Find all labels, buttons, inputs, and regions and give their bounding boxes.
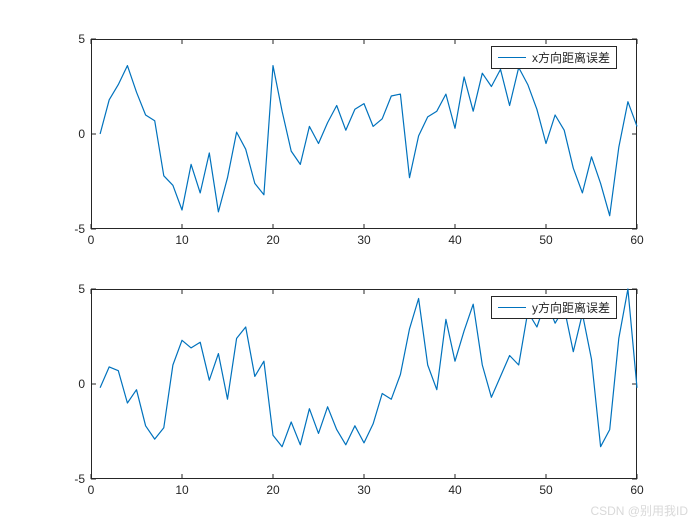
xtick-label: 0 <box>88 483 95 497</box>
xtick-label: 20 <box>266 483 279 497</box>
xtick-label: 40 <box>448 233 461 247</box>
ytick-label: 0 <box>78 127 85 141</box>
legend: y方向距离误差 <box>491 296 617 319</box>
ytick-label: 0 <box>78 377 85 391</box>
xtick-label: 30 <box>357 483 370 497</box>
ytick-label: 5 <box>78 32 85 46</box>
xtick-label: 60 <box>630 233 643 247</box>
legend-line-icon <box>498 57 526 58</box>
ax2: 0102030405060-505y方向距离误差 <box>91 289 637 479</box>
xtick-label: 40 <box>448 483 461 497</box>
ytick-label: -5 <box>74 472 85 486</box>
xtick-label: 0 <box>88 233 95 247</box>
ax1: 0102030405060-505x方向距离误差 <box>91 39 637 229</box>
xtick-label: 50 <box>539 483 552 497</box>
xtick-label: 10 <box>175 233 188 247</box>
ytick-label: -5 <box>74 222 85 236</box>
xtick-label: 60 <box>630 483 643 497</box>
legend-line-icon <box>498 307 526 308</box>
ytick-label: 5 <box>78 282 85 296</box>
watermark: CSDN @别用我ID <box>590 502 688 519</box>
legend: x方向距离误差 <box>491 46 617 69</box>
figure: 0102030405060-505x方向距离误差0102030405060-50… <box>0 0 700 525</box>
legend-label: x方向距离误差 <box>532 49 610 66</box>
xtick-label: 10 <box>175 483 188 497</box>
xtick-label: 20 <box>266 233 279 247</box>
xtick-label: 30 <box>357 233 370 247</box>
legend-label: y方向距离误差 <box>532 299 610 316</box>
xtick-label: 50 <box>539 233 552 247</box>
